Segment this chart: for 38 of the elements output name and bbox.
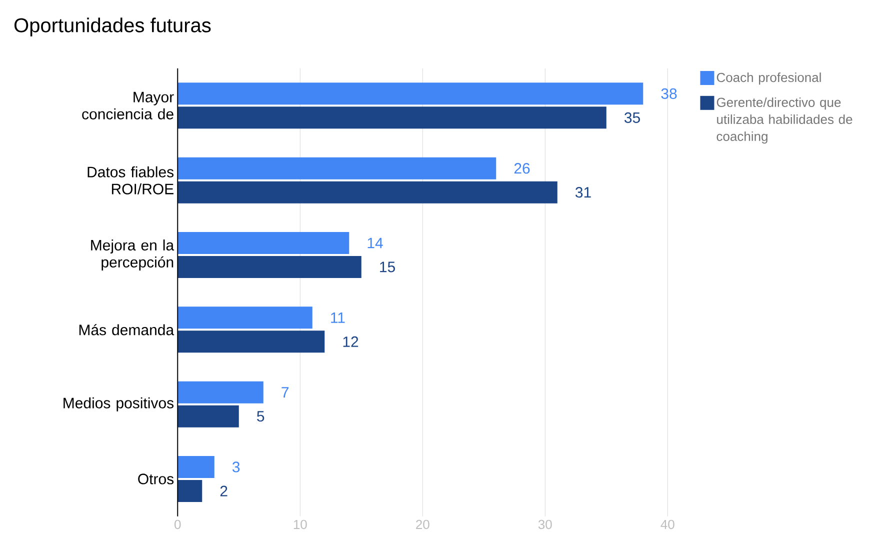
legend-label: Gerente/directivo que utilizaba habilidades de coaching	[716, 97, 852, 144]
bar	[178, 405, 239, 428]
data-label: 15	[380, 262, 395, 272]
bar	[178, 157, 496, 180]
y-tick-label: Medios positivos	[64, 397, 174, 412]
data-label: 26	[514, 163, 530, 174]
data-label: 5	[257, 411, 264, 422]
y-tick-label: Mayor conciencia de	[82, 92, 174, 120]
x-tick-label: 10	[294, 520, 307, 530]
y-tick-label: Otros	[138, 474, 174, 484]
x-tick-label: 30	[538, 520, 552, 530]
data-label: 7	[282, 387, 288, 398]
y-tick-label: Datos fiables ROI/ROE	[88, 166, 174, 194]
bar	[178, 106, 606, 129]
data-label: 38	[661, 88, 677, 99]
x-tick-label: 40	[660, 520, 674, 530]
bar	[178, 82, 644, 105]
bar	[178, 181, 558, 204]
bar	[178, 306, 312, 329]
chart-title: Oportunidades futuras	[14, 18, 211, 36]
legend-label: Coach profesional	[716, 72, 821, 85]
bar	[178, 480, 202, 502]
bar	[178, 232, 350, 254]
data-label: 35	[624, 112, 640, 123]
data-label: 2	[220, 486, 228, 496]
x-tick-label: 0	[174, 520, 181, 530]
bar	[178, 256, 362, 278]
data-label: 3	[232, 462, 240, 472]
data-label: 14	[368, 238, 383, 248]
y-tick-label: Mejora en la percepción	[91, 240, 174, 270]
bar	[178, 456, 214, 478]
data-label: 12	[343, 336, 358, 347]
bar	[178, 381, 264, 404]
data-label: 11	[331, 312, 345, 323]
bar	[178, 330, 325, 353]
x-tick-label: 20	[416, 520, 430, 530]
data-label: 31	[575, 187, 591, 198]
y-tick-label: Más demanda	[79, 324, 174, 336]
